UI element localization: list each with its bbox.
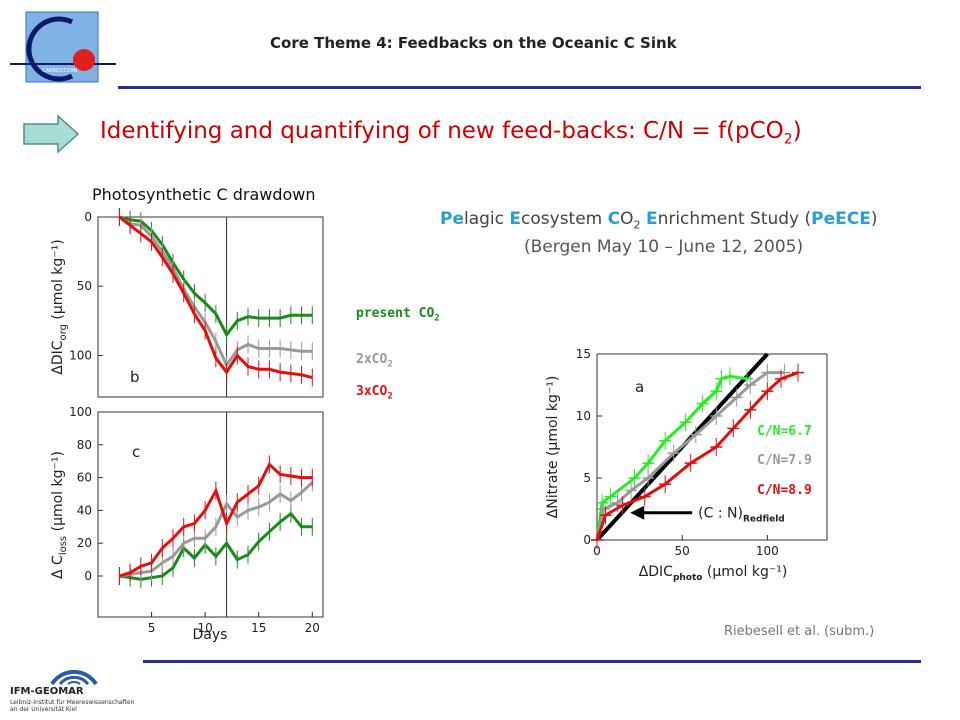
ylabel-sub: loss <box>58 536 69 555</box>
panel-label: c <box>132 443 140 461</box>
study-name-part: E <box>645 209 658 229</box>
y-tick-label: 5 <box>583 471 591 485</box>
slide-title-end: ) <box>792 118 802 144</box>
y-tick-label: 0 <box>84 569 92 583</box>
slide-title-main: Identifying and quantifying of new feed-… <box>100 118 784 144</box>
header-title: Core Theme 4: Feedbacks on the Oceanic C… <box>270 34 677 52</box>
y-tick-label: 100 <box>69 348 92 362</box>
x-axis-label-days: Days <box>193 627 228 643</box>
carboocean-logo: CARBOOCEAN <box>10 10 120 90</box>
x-tick-label: 100 <box>756 544 779 558</box>
x-tick-label: 5 <box>148 621 156 635</box>
series-line-x3 <box>595 371 799 541</box>
panel-label: b <box>130 368 140 386</box>
annotation-sub: Redfield <box>743 515 785 525</box>
x-tick-label: 15 <box>251 621 266 635</box>
series-line-x2 <box>595 371 785 541</box>
y-tick-label: 15 <box>576 347 591 361</box>
y-tick-label: 60 <box>77 471 92 485</box>
x-axis-label-dic-photo: ΔDICphoto (μmol kg⁻¹) <box>639 564 788 583</box>
ylabel-main: ΔDIC <box>50 340 66 374</box>
ylabel-main: Δ C <box>50 555 66 579</box>
x-tick-label: 20 <box>305 621 320 635</box>
redfield-annotation: (C : N)Redfield <box>698 506 785 525</box>
right-chart: 0 5 10 15 0 50 100 a (C : N)Redfield ΔNitrate (μm… <box>545 347 828 583</box>
study-name-part: E <box>509 209 522 229</box>
ifm-geomar-logo: IFM-GEOMAR Leibniz-Institut für Meereswi… <box>10 650 140 713</box>
study-name-part: lagic <box>464 209 510 229</box>
slide-title-sub: 2 <box>783 131 793 148</box>
y-tick-label: 20 <box>77 536 92 550</box>
legend-text: 3xCO <box>356 384 388 399</box>
y-tick-label: 0 <box>583 533 591 547</box>
legend-text: C/N=8.9 <box>757 483 812 498</box>
left-panel-caption: Photosynthetic C drawdown <box>92 185 316 204</box>
institution-line1: Leibniz-Institut für Meereswissenschafte… <box>10 699 135 706</box>
citation: Riebesell et al. (subm.) <box>724 624 875 639</box>
study-name-part: ) <box>870 209 878 229</box>
y-axis-label-c-loss: Δ Closs (μmol kg⁻¹) <box>50 451 69 579</box>
study-name-part: nrichment Study ( <box>657 209 812 229</box>
top-rule <box>118 86 921 89</box>
study-name: Pelagic Ecosystem CO2 Enrichment Study (… <box>440 209 878 231</box>
x-tick-label: 10 <box>198 621 213 635</box>
y-tick-label: 80 <box>77 438 92 452</box>
legend-sub: 2 <box>387 359 393 370</box>
legend-sub: 2 <box>434 313 440 324</box>
ylabel-sub: org <box>58 324 69 340</box>
y-tick-label: 40 <box>77 503 92 517</box>
study-location: (Bergen May 10 – June 12, 2005) <box>524 237 804 257</box>
y-axis-label-nitrate: ΔNitrate (μmol kg⁻¹) <box>545 376 561 519</box>
study-name-part: PeECE <box>811 209 871 229</box>
legend-cn-present: C/N=6.7 <box>757 424 812 439</box>
x-tick-label: 50 <box>675 544 690 558</box>
y-tick-label: 100 <box>69 405 92 419</box>
xlabel-unit: (μmol kg⁻¹) <box>702 564 787 580</box>
legend-cn-2x: C/N=7.9 <box>757 453 812 468</box>
logo-text: CARBOOCEAN <box>42 68 78 74</box>
panel-label: a <box>635 378 644 396</box>
y-tick-label: 50 <box>77 279 92 293</box>
xlabel-sub: photo <box>673 573 703 583</box>
y-tick-label: 0 <box>84 210 92 224</box>
study-name-part: Pe <box>440 209 464 229</box>
legend-cn-3x: C/N=8.9 <box>757 483 812 498</box>
left-charts: 0 50 100 b 0 20 40 60 80 100 5 10 15 20 c ΔDICorg (μmol… <box>50 208 324 643</box>
study-name-part: O <box>620 209 634 229</box>
slide-title: Identifying and quantifying of new feed-… <box>100 118 802 148</box>
xlabel-main: ΔDIC <box>639 564 673 580</box>
y-axis-label-dic-org: ΔDICorg (μmol kg⁻¹) <box>50 239 69 375</box>
study-name-part: C <box>607 209 621 229</box>
legend-3x-co2: 3xCO2 <box>356 384 393 402</box>
study-name-part: 2 <box>633 218 641 232</box>
annotation-main: (C : N) <box>698 506 743 522</box>
institution-name: IFM-GEOMAR <box>10 686 84 697</box>
ylabel-unit: (μmol kg⁻¹) <box>50 451 66 536</box>
x-tick-label: 0 <box>593 544 601 558</box>
bottom-rule <box>143 660 921 663</box>
ylabel-unit: (μmol kg⁻¹) <box>50 239 66 324</box>
arrow-right-icon <box>22 114 80 158</box>
legend-2x-co2: 2xCO2 <box>356 352 393 370</box>
ifm-geomar-emblem <box>50 669 98 686</box>
legend-text: C/N=7.9 <box>757 453 812 468</box>
legend-text: present CO <box>356 306 435 321</box>
legend-text: C/N=6.7 <box>757 424 812 439</box>
y-tick-label: 10 <box>576 409 591 423</box>
legend-text: 2xCO <box>356 352 388 367</box>
redfield-arrow-head <box>630 505 645 520</box>
institution-line2: an der Universität Kiel <box>10 706 77 713</box>
legend-present-co2: present CO2 <box>356 306 440 324</box>
plot-frame <box>97 411 324 618</box>
legend-sub: 2 <box>387 391 393 402</box>
study-name-part: cosystem <box>521 209 608 229</box>
